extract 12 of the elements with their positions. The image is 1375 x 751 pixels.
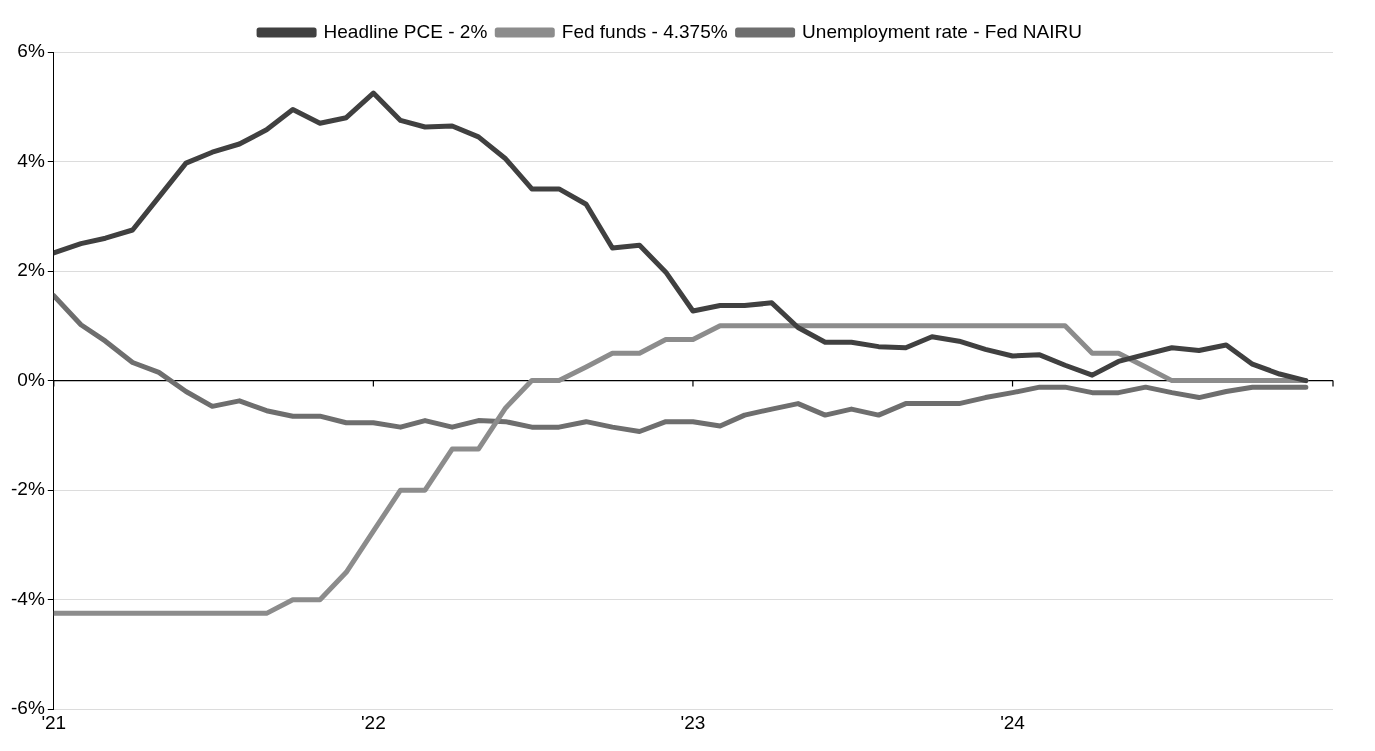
x-tick-label: '23 bbox=[680, 711, 706, 733]
legend-label: Headline PCE - 2% bbox=[323, 20, 488, 42]
x-tick-label: '22 bbox=[360, 711, 386, 733]
y-tick-label: 6% bbox=[17, 40, 45, 62]
y-tick-label: 2% bbox=[17, 259, 45, 281]
y-tick-label: -4% bbox=[10, 587, 45, 609]
y-tick-label: -2% bbox=[10, 478, 45, 500]
legend-label: Fed funds - 4.375% bbox=[561, 20, 728, 42]
y-tick-label: 0% bbox=[17, 368, 45, 390]
x-tick-label: '24 bbox=[1000, 711, 1026, 733]
legend-label: Unemployment rate - Fed NAIRU bbox=[802, 20, 1082, 42]
y-tick-label: 4% bbox=[17, 149, 45, 171]
